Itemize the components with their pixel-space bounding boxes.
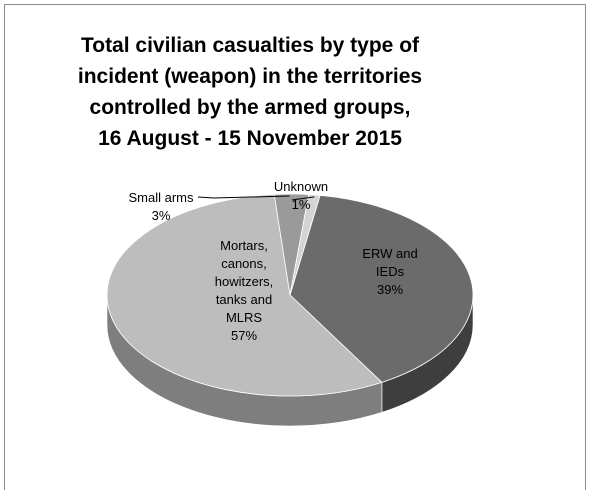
slice-labels: ERW and IEDs 39% Mortars, canons, howitzers, t… [128, 179, 417, 343]
leader-small-arms [197, 195, 290, 199]
label-mortars-canons-howitzers-tanks-and-mlrs-line-4: tanks and [216, 292, 272, 307]
label-small-arms-line-2: 3% [152, 208, 171, 223]
chart-title: Total civilian casualties by type of inc… [30, 30, 470, 154]
slice-unknown [289, 194, 321, 296]
label-mortars-canons-howitzers-tanks-and-mlrs-line-2: canons, [221, 256, 267, 271]
label-unknown-line-1: Unknown [274, 179, 328, 194]
label-small-arms-line-1: Small arms [128, 190, 194, 205]
label-mortars-canons-howitzers-tanks-and-mlrs-line-3: howitzers, [215, 274, 274, 289]
chart-title-line-4: 16 August - 15 November 2015 [98, 127, 402, 150]
label-mortars-canons-howitzers-tanks-and-mlrs-line-6: 57% [231, 328, 257, 343]
pie-tops [106, 193, 474, 397]
leader-unknown [291, 196, 315, 201]
leader-lines [197, 195, 315, 201]
label-erw-and-ieds-line-2: IEDs [376, 264, 405, 279]
label-mortars-canons-howitzers-tanks-and-mlrs-line-1: Mortars, [220, 238, 268, 253]
label-unknown-line-2: 1% [292, 197, 311, 212]
label-erw-and-ieds-line-1: ERW and [362, 246, 417, 261]
chart-title-line-3: controlled by the armed groups, [89, 96, 411, 119]
label-erw-and-ieds-line-3: 39% [377, 282, 403, 297]
chart-title-line-1: Total civilian casualties by type of [80, 34, 420, 57]
chart-title-line-2: incident (weapon) in the territories [77, 65, 423, 88]
slice-erw-and-ieds [289, 194, 474, 383]
slice-mortars-canons-howitzers-tanks-and-mlrs [106, 193, 383, 397]
label-mortars-canons-howitzers-tanks-and-mlrs-line-5: MLRS [226, 310, 262, 325]
